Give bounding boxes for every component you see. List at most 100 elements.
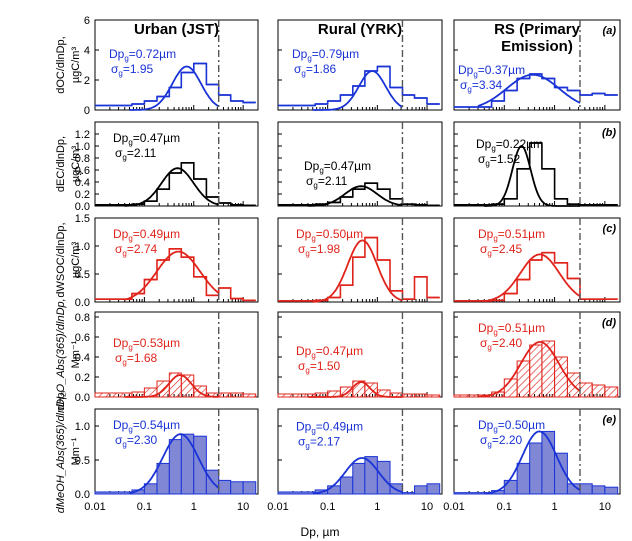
panel-letter: (c) [603,223,617,235]
lognormal-fit-line [129,65,220,111]
y-axis-label: µgC/m³ [70,146,82,183]
y-tick-label: 4 [84,45,90,57]
column-title: RS (Primary [494,21,581,38]
panel-e-3 [453,408,621,495]
fit-annotation-sigma: σg=2.74 [115,242,158,258]
histogram-bar [230,392,244,398]
histogram-bar [604,386,619,398]
fit-annotation-sigma: σg=1.68 [115,351,158,367]
lognormal-fit-line [307,381,403,398]
panel-a-2 [277,19,443,111]
histogram-bar [604,486,619,495]
x-tick-label: 10 [237,501,249,513]
y-tick-label: 0 [84,105,90,117]
x-tick-label: 10 [599,501,611,513]
histogram-bar [426,394,441,398]
y-tick-label: 0.4 [75,352,90,364]
histogram-bar [327,485,341,495]
y-tick-label: 0.2 [75,372,90,384]
x-tick-label: 0.01 [443,501,464,513]
panel-frame [94,217,259,303]
panel-frame [277,121,443,207]
fit-annotation-sigma: σg=2.20 [480,433,523,449]
lognormal-fit-line [477,341,581,398]
fit-annotation-sigma: σg=2.11 [115,146,157,162]
fit-annotation-dpg: Dpg=0.50µm [478,418,545,434]
x-tick-label: 1 [191,501,197,513]
y-tick-label: 0.0 [75,297,90,309]
histogram-outline [95,248,256,302]
lognormal-fit-line [484,145,580,207]
panel-b-3 [453,121,621,207]
y-tick-label: 1.2 [75,129,90,141]
histogram-bar [218,479,232,495]
lognormal-fit-line [129,433,220,494]
lognormal-fit-line [124,374,219,398]
histogram-bar [94,491,133,495]
y-axis-label: dMeOH_Abs(365)/dlnDp, [55,390,67,514]
histogram-outline [95,62,256,107]
lognormal-fit-line [484,253,581,303]
y-tick-label: 1.0 [75,141,90,153]
y-tick-label: 0.4 [75,177,90,189]
fit-annotation-dpg: Dpg=0.22µm [476,137,543,153]
fit-annotation-sigma: σg=1.86 [294,62,337,78]
column-title: Emission) [501,38,573,55]
panel-a-3 [453,19,621,111]
panel-letter: (d) [602,317,616,329]
fit-annotation-dpg: Dpg=0.49µm [113,227,180,243]
lognormal-fit-line [124,167,219,207]
panel-c-3 [453,217,621,303]
y-tick-label: 1.0 [75,421,90,433]
y-tick-label: 1.0 [75,241,90,253]
y-axis-label: µgC/m³ [70,242,82,279]
histogram-bar [339,476,354,495]
fit-annotation-dpg: Dpg=0.47µm [113,131,180,147]
y-axis-label: dWSOC/dlnDp, [55,222,67,297]
panel-frame [453,19,621,111]
histogram-bar [401,492,416,495]
y-tick-label: 1.5 [75,213,90,225]
histogram-bar [529,442,543,495]
lognormal-fit-line [312,457,403,495]
x-tick-label: 1 [552,501,558,513]
y-tick-label: 0.6 [75,165,90,177]
histogram-bar [591,485,606,495]
panel-b-1 [94,121,259,207]
panel-letter: (e) [603,414,617,426]
y-axis-label: dOC/dlnDp, [55,36,67,93]
y-tick-label: 2 [84,75,90,87]
histogram-bar [426,483,441,495]
histogram-bar [193,435,207,495]
histogram-bar [529,344,543,398]
y-axis-label: dEC/dlnDp, [55,136,67,192]
panel-frame [94,121,259,207]
fit-annotation-dpg: Dpg=0.47µm [304,159,371,175]
x-tick-label: 0.01 [267,501,288,513]
panel-e-2 [277,408,443,495]
y-axis-label: Mm⁻¹ [70,437,82,465]
lognormal-fit-line [312,70,403,111]
x-axis-label: Dp, µm [301,525,340,539]
histogram-bar [579,382,593,398]
histogram-bar [352,462,366,495]
fit-annotation-sigma: σg=1.50 [298,359,341,375]
histogram-bar [218,392,232,398]
histogram-bar [414,393,428,398]
panel-d-2 [277,311,443,398]
fit-annotation-sigma: σg=2.30 [115,433,158,449]
fit-annotation-sigma: σg=2.40 [480,336,523,352]
fit-annotation-dpg: Dpg=0.47µm [296,344,363,360]
fit-annotation-dpg: Dpg=0.72µm [109,47,176,63]
fit-annotation-dpg: Dpg=0.51µm [478,321,545,337]
x-tick-label: 10 [421,501,433,513]
x-tick-label: 0.1 [320,501,335,513]
y-axis-label: dH₂O_Abs(365)/dlnDp, [55,298,67,410]
lognormal-fit-line [312,239,403,303]
fit-annotation-dpg: Dpg=0.53µm [113,336,180,352]
panel-letter: (a) [603,25,617,37]
y-tick-label: 6 [84,15,90,27]
fit-annotation-sigma: σg=1.98 [298,242,341,258]
histogram-bar [230,481,244,495]
